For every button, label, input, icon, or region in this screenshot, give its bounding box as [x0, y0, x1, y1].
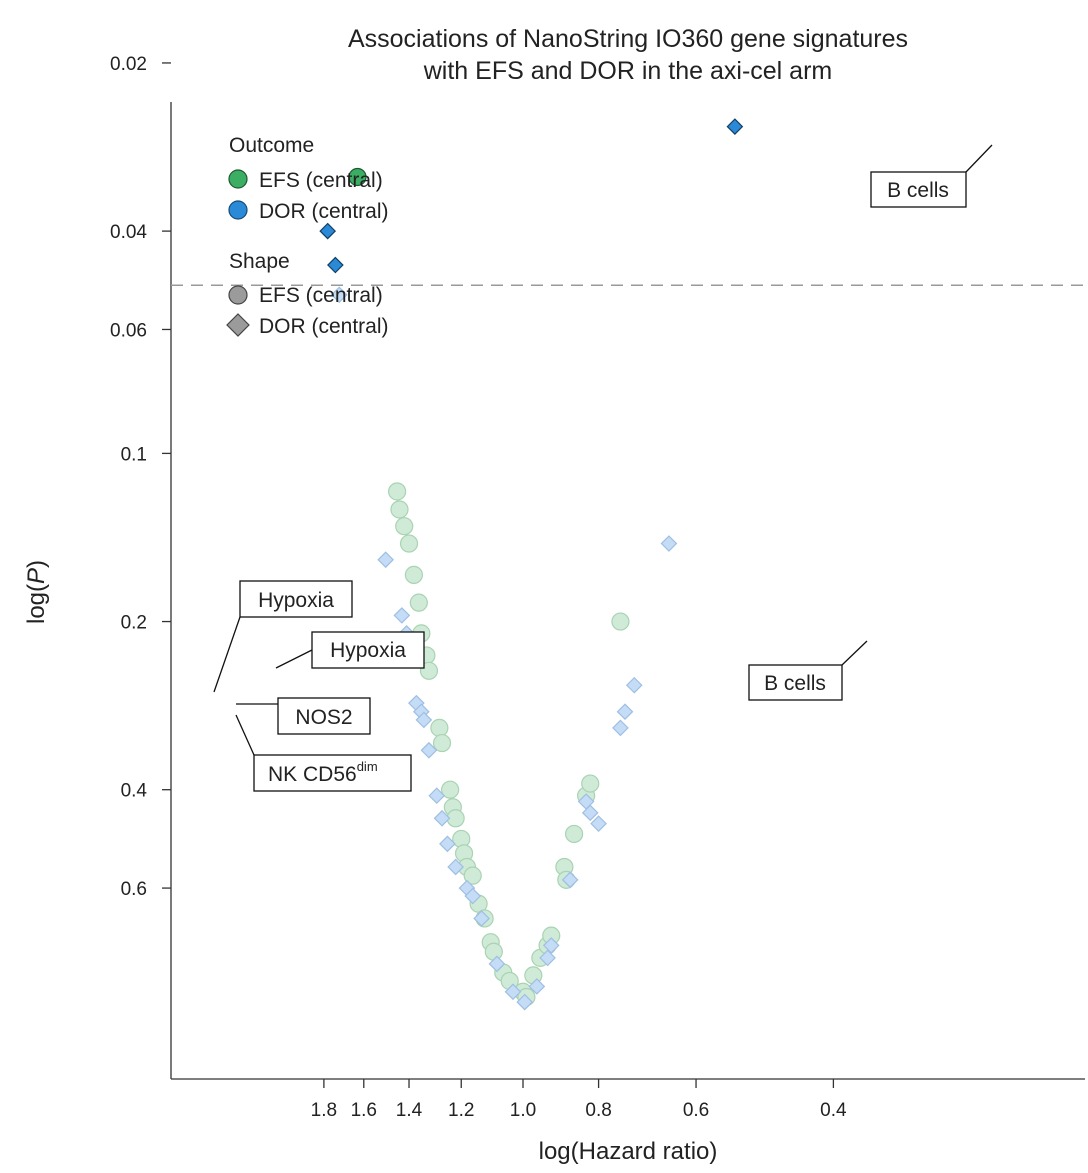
dor-point	[393, 607, 411, 624]
efs-point	[463, 866, 482, 885]
annotation-label: B cells	[887, 179, 949, 202]
efs-point	[395, 517, 414, 536]
dor-point	[516, 993, 534, 1011]
y-tick-label: 0.06	[110, 320, 147, 341]
efs-point	[484, 942, 503, 961]
legend-item-efs: EFS (central)	[259, 169, 383, 192]
efs-point	[399, 534, 419, 553]
y-axis-ticks: 0.00020.00040.00060.0010.0020.0040.0060.…	[110, 54, 171, 900]
x-tick-label: 1.0	[510, 1100, 536, 1121]
efs-point	[432, 733, 452, 753]
y-tick-label: 0.1	[121, 444, 147, 465]
x-axis-ticks: 1.8 1.6 1.4 1.2 1.0 0.8 0.6 0.4	[311, 1079, 847, 1121]
annotation-b-cells-dor: B cells	[748, 640, 868, 701]
x-tick-label: 0.8	[585, 1100, 611, 1121]
efs-point	[404, 565, 423, 584]
legend-title-shape: Shape	[229, 250, 290, 273]
x-tick-label: 0.4	[820, 1100, 847, 1121]
legend: Outcome EFS (central) DOR (central) Shap…	[226, 134, 389, 338]
legend-shape-dor: DOR (central)	[259, 315, 389, 338]
annotation-hypoxia-efs: Hypoxia	[275, 631, 425, 669]
dor-point	[726, 118, 744, 135]
chart-title-line-2: with EFS and DOR in the axi-cel arm	[423, 57, 832, 85]
dor-point	[561, 871, 579, 889]
annotation-label: B cells	[764, 672, 826, 695]
efs-point	[409, 593, 428, 612]
efs-point	[611, 612, 630, 631]
efs-point	[388, 482, 407, 501]
efs-point	[441, 780, 460, 799]
annotation-b-cells-efs: B cells	[870, 144, 993, 208]
annotation-label: NK CD56dim	[268, 759, 378, 786]
dor-point	[473, 910, 490, 927]
data-points	[319, 118, 744, 1011]
dor-point	[464, 887, 482, 905]
annotation-nk-cd56dim: NK CD56dim	[235, 714, 412, 792]
dor-point	[428, 787, 446, 805]
dor-point	[625, 676, 643, 694]
legend-title-outcome: Outcome	[229, 134, 314, 157]
efs-point	[348, 167, 367, 187]
dor-point	[660, 535, 678, 552]
dor-point	[327, 256, 344, 274]
legend-item-dor: DOR (central)	[259, 200, 389, 223]
dor-point	[319, 222, 337, 240]
efs-point	[390, 500, 409, 519]
y-tick-label: 0.4	[121, 781, 148, 802]
dor-point	[433, 809, 451, 827]
legend-swatch-dor	[228, 200, 248, 220]
annotation-label: NOS2	[295, 706, 352, 729]
dor-point	[612, 719, 629, 737]
y-tick-label: 0.6	[121, 879, 147, 900]
y-tick-label: 0.2	[121, 613, 147, 634]
efs-point	[564, 824, 584, 844]
x-tick-label: 1.6	[351, 1100, 377, 1121]
x-tick-label: 1.8	[311, 1100, 337, 1121]
dor-point	[488, 955, 506, 973]
x-tick-label: 0.6	[683, 1100, 709, 1121]
dor-point	[581, 804, 599, 822]
dor-point	[528, 978, 546, 995]
dor-point	[539, 949, 556, 967]
legend-shape-circle	[228, 285, 248, 305]
y-axis-label: log(P)	[23, 560, 50, 624]
annotation-hypoxia-dor: Hypoxia	[213, 580, 353, 693]
annotation-nos2: NOS2	[236, 697, 371, 735]
efs-point	[430, 718, 449, 737]
chart-title-line-1: Associations of NanoString IO360 gene si…	[348, 25, 908, 53]
dor-point	[439, 835, 456, 853]
dor-point	[504, 983, 522, 1001]
dor-point	[542, 937, 560, 954]
legend-shape-diamond	[226, 313, 250, 337]
dor-point	[590, 815, 607, 832]
dor-point	[616, 703, 634, 721]
legend-swatch-efs	[228, 169, 248, 189]
dor-point	[447, 858, 464, 876]
annotation-label: Hypoxia	[258, 589, 334, 612]
x-tick-label: 1.2	[448, 1100, 474, 1121]
dor-point	[330, 286, 348, 304]
efs-point	[419, 661, 439, 680]
efs-point	[581, 774, 600, 793]
dor-point	[415, 711, 433, 729]
dor-point	[420, 741, 438, 759]
legend-shape-efs: EFS (central)	[259, 284, 383, 307]
x-axis-label: log(Hazard ratio)	[539, 1138, 718, 1165]
annotation-label: Hypoxia	[330, 639, 406, 662]
y-tick-label: 0.04	[110, 222, 147, 243]
y-tick-label: 0.02	[110, 54, 147, 75]
dor-point	[377, 551, 394, 569]
x-tick-label: 1.4	[396, 1100, 423, 1121]
